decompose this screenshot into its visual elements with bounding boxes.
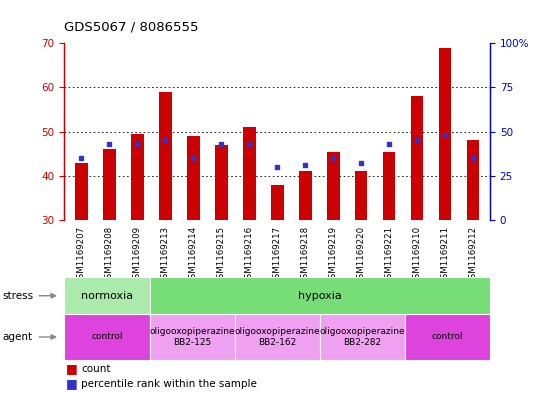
Bar — [439, 48, 451, 220]
Bar — [383, 152, 395, 220]
Bar — [187, 136, 199, 220]
Bar — [405, 314, 490, 360]
Text: control: control — [91, 332, 123, 342]
Bar — [103, 149, 115, 220]
Text: control: control — [432, 332, 463, 342]
Text: oligooxopiperazine
BB2-282: oligooxopiperazine BB2-282 — [320, 327, 405, 347]
Bar — [243, 127, 255, 220]
Bar — [299, 171, 311, 220]
Text: ■: ■ — [66, 362, 77, 375]
Bar — [150, 277, 490, 314]
Bar — [411, 96, 423, 220]
Bar — [64, 314, 150, 360]
Text: normoxia: normoxia — [81, 291, 133, 301]
Bar — [271, 185, 283, 220]
Text: GDS5067 / 8086555: GDS5067 / 8086555 — [64, 20, 199, 33]
Bar — [75, 163, 87, 220]
Bar — [467, 140, 479, 220]
Bar — [327, 152, 339, 220]
Bar — [235, 314, 320, 360]
Bar — [320, 314, 405, 360]
Text: count: count — [81, 364, 111, 374]
Text: oligooxopiperazine
BB2-162: oligooxopiperazine BB2-162 — [235, 327, 320, 347]
Text: stress: stress — [3, 291, 34, 301]
Text: hypoxia: hypoxia — [298, 291, 342, 301]
Bar — [150, 314, 235, 360]
Bar — [159, 92, 171, 220]
Text: ■: ■ — [66, 377, 77, 390]
Text: agent: agent — [3, 332, 33, 342]
Text: oligooxopiperazine
BB2-125: oligooxopiperazine BB2-125 — [150, 327, 235, 347]
Bar — [131, 134, 143, 220]
Bar — [215, 145, 227, 220]
Bar — [355, 171, 367, 220]
Bar — [64, 277, 150, 314]
Text: percentile rank within the sample: percentile rank within the sample — [81, 378, 257, 389]
